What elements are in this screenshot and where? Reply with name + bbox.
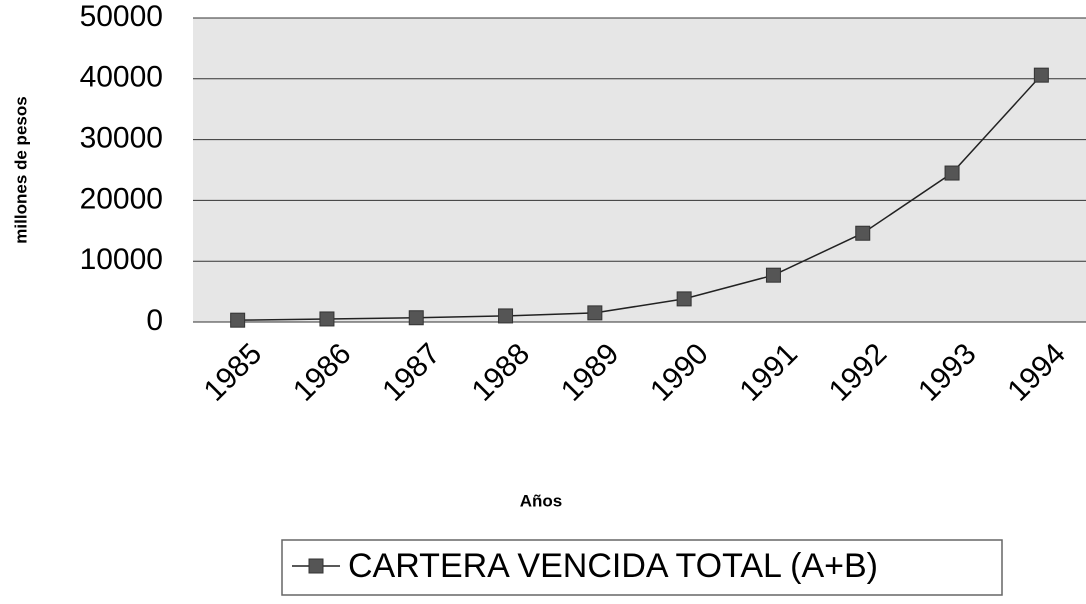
data-marker [230,312,246,328]
x-tick-label: 1990 [644,337,715,408]
y-tick-label: 50000 [80,0,163,33]
x-tick-label: 1994 [1001,337,1072,408]
x-tick-label: 1985 [198,337,269,408]
x-tick-label: 1992 [823,337,894,408]
data-marker [944,165,960,181]
x-tick-label: 1986 [287,337,358,408]
legend-label: CARTERA VENCIDA TOTAL (A+B) [348,547,878,585]
y-tick-label: 0 [146,304,163,337]
x-tick-label: 1988 [466,337,537,408]
x-tick-label: 1993 [912,337,983,408]
x-tick-label: 1987 [376,337,447,408]
y-tick-label: 30000 [80,122,163,155]
legend-box [281,539,1003,596]
data-marker [855,225,871,241]
data-marker [319,311,335,327]
data-marker [498,308,514,324]
legend-marker [308,558,324,574]
data-marker [408,310,424,326]
y-axis-label: millones de pesos [11,96,30,243]
y-tick-label: 10000 [80,243,163,276]
y-tick-label: 20000 [80,182,163,215]
x-tick-label: 1991 [733,337,804,408]
data-marker [765,267,781,283]
data-marker [1033,67,1049,83]
data-marker [676,291,692,307]
y-tick-label: 40000 [80,61,163,94]
x-tick-label: 1989 [555,337,626,408]
plot-area [193,18,1086,322]
x-axis-label: Años [520,491,563,510]
data-marker [587,305,603,321]
data-line [237,74,1042,321]
